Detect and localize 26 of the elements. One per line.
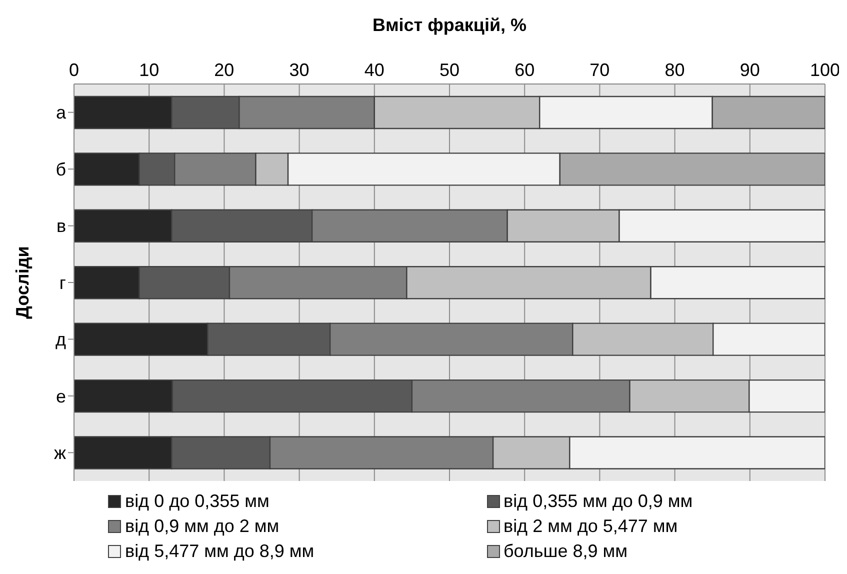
x-tick-label: 10 [139, 60, 160, 80]
x-tick-label: 90 [740, 60, 760, 80]
legend-label: больше 8,9 мм [504, 541, 628, 562]
y-tick-label: е [56, 386, 66, 406]
y-tick-label: ж [54, 443, 66, 464]
y-tick-label: г [59, 272, 66, 293]
legend-label: від 2 мм до 5,477 мм [504, 516, 678, 537]
x-tick-label: 40 [364, 60, 384, 80]
y-axis-title: Досліди [12, 246, 32, 319]
x-tick-label: 0 [68, 60, 80, 80]
legend-label: від 0,9 мм до 2 мм [125, 516, 280, 537]
y-tick-label: а [56, 102, 67, 123]
x-tick-label: 100 [810, 60, 840, 80]
x-tick-label: 80 [664, 60, 685, 80]
legend-label: від 0,355 мм до 0,9 мм [504, 491, 693, 512]
y-tick-label: в [56, 216, 66, 236]
x-axis-title: Вміст фракцій, % [372, 14, 527, 35]
x-tick-label: 50 [439, 60, 460, 80]
x-tick-label: 20 [214, 60, 234, 80]
x-tick-label: 70 [590, 60, 610, 80]
x-tick-label: 60 [514, 60, 535, 80]
legend-label: від 0 до 0,355 мм [125, 491, 270, 512]
legend-label: від 5,477 мм до 8,9 мм [125, 541, 314, 562]
y-tick-label: д [55, 330, 66, 350]
x-tick-label: 30 [289, 60, 310, 80]
y-tick-label: б [56, 159, 66, 180]
